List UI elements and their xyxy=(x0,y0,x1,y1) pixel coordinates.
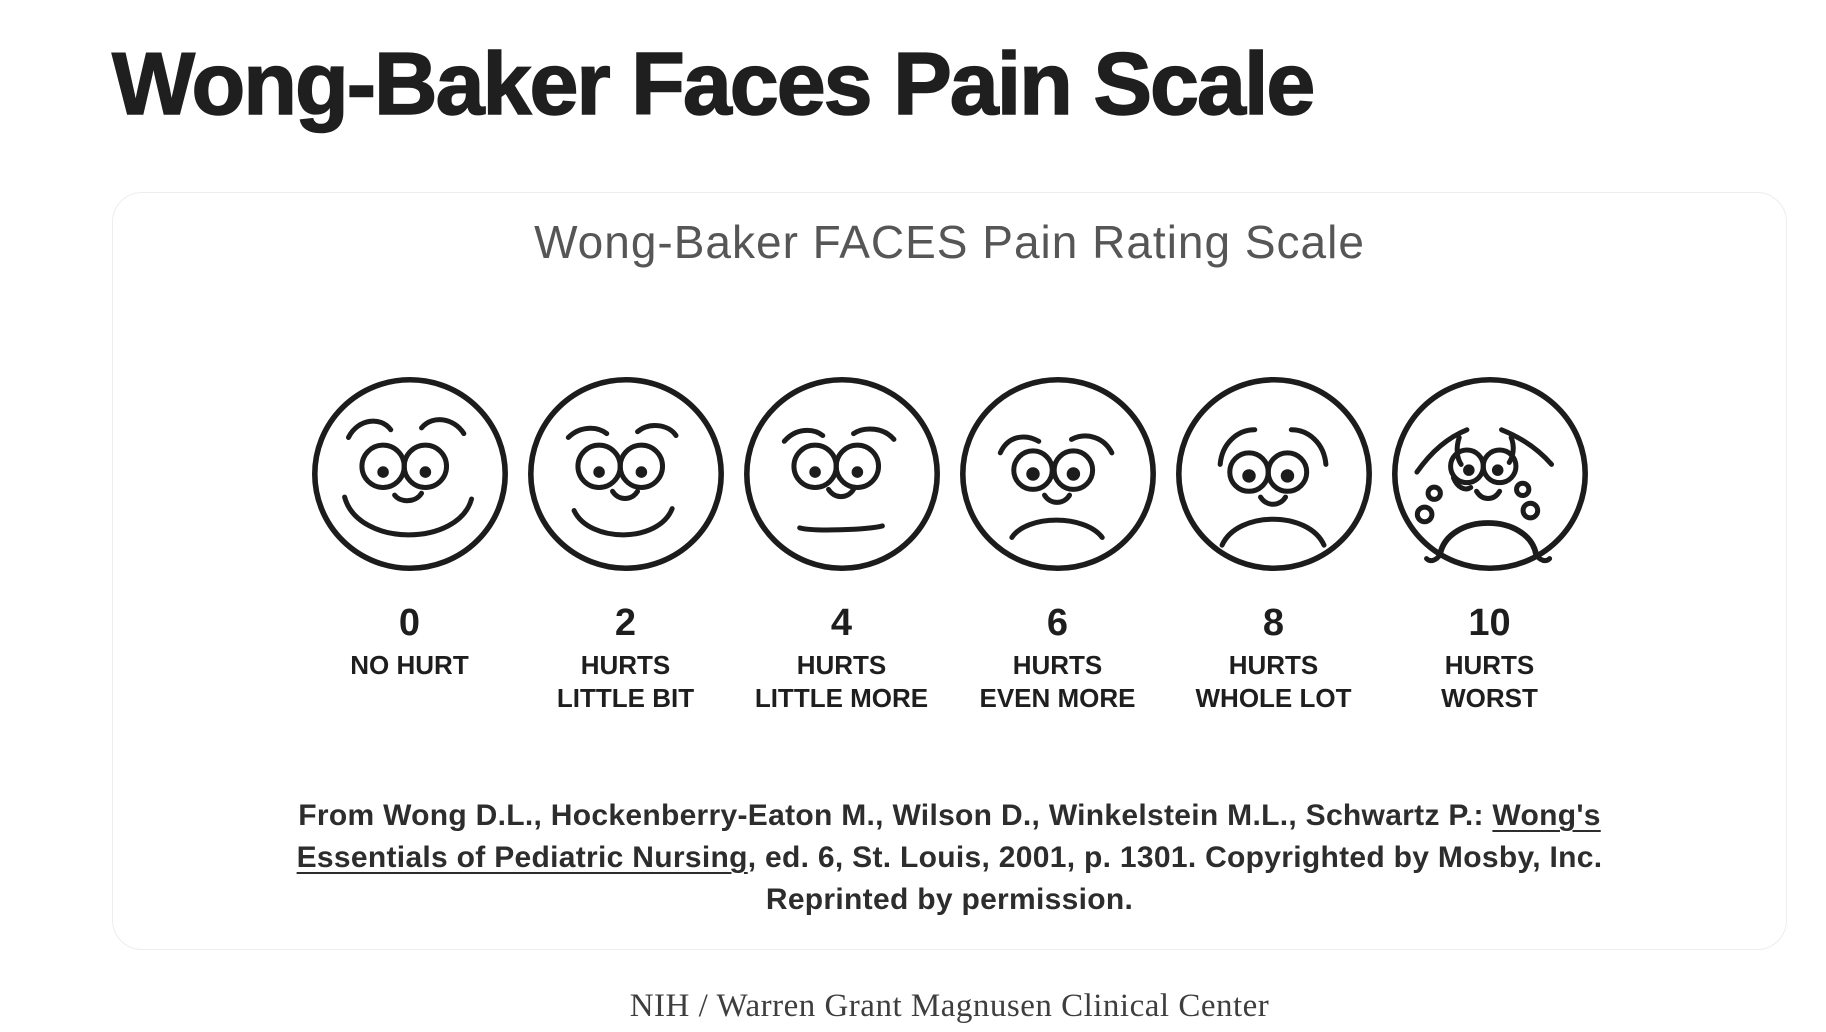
pain-label: HURTS EVEN MORE xyxy=(979,649,1135,715)
pain-score: 4 xyxy=(830,602,853,644)
page-title: Wong-Baker Faces Pain Scale xyxy=(111,34,1316,133)
face-no-hurt-icon xyxy=(311,376,508,572)
pain-label: NO HURT xyxy=(350,649,468,682)
pain-score: 6 xyxy=(1046,602,1069,644)
pain-level-10: 10 HURTS WORST xyxy=(1382,374,1598,715)
pain-score: 2 xyxy=(614,602,637,644)
citation-permission: Reprinted by permission. xyxy=(765,883,1134,916)
pain-label-line2: WORST xyxy=(1441,683,1538,713)
pain-label-line1: HURTS xyxy=(580,650,671,680)
pain-label-line2: LITTLE MORE xyxy=(754,683,929,713)
pain-label-line2: EVEN MORE xyxy=(979,683,1136,713)
scale-heading: Wong-Baker FACES Pain Rating Scale xyxy=(534,216,1365,268)
pain-label: HURTS WHOLE LOT xyxy=(1196,649,1352,715)
pain-score: 10 xyxy=(1468,602,1511,644)
face-hurts-whole-lot-icon xyxy=(1175,376,1372,572)
citation: From Wong D.L., Hockenberry-Eaton M., Wi… xyxy=(133,795,1766,921)
citation-book-title-part2: Essentials of Pediatric Nursing xyxy=(296,841,748,874)
pain-label: HURTS LITTLE MORE xyxy=(755,649,928,715)
pain-label: HURTS LITTLE BIT xyxy=(557,649,694,715)
face-hurts-even-more-icon xyxy=(959,376,1156,572)
pain-scale-card: Wong-Baker FACES Pain Rating Scale 0 NO … xyxy=(112,192,1787,950)
pain-label-line1: HURTS xyxy=(1444,650,1535,680)
pain-label-line1: HURTS xyxy=(796,650,887,680)
face-hurts-little-bit-icon xyxy=(527,376,724,572)
pain-level-6: 6 HURTS EVEN MORE xyxy=(950,374,1166,715)
credit-line: NIH / Warren Grant Magnusen Clinical Cen… xyxy=(629,988,1270,1024)
pain-level-8: 8 HURTS WHOLE LOT xyxy=(1166,374,1382,715)
pain-level-4: 4 HURTS LITTLE MORE xyxy=(734,374,950,715)
pain-label-line2: LITTLE BIT xyxy=(556,683,695,713)
pain-level-0: 0 NO HURT xyxy=(302,374,518,715)
face-hurts-worst-icon xyxy=(1391,376,1588,572)
citation-edition: , ed. 6, St. Louis, 2001, p. 1301. Copyr… xyxy=(747,841,1603,874)
pain-label-line1: HURTS xyxy=(1228,650,1319,680)
face-hurts-little-more-icon xyxy=(743,376,940,572)
pain-label: HURTS WORST xyxy=(1441,649,1538,715)
faces-row: 0 NO HURT 2 HURTS LITTLE BIT xyxy=(113,374,1786,715)
pain-score: 8 xyxy=(1262,602,1285,644)
citation-authors: From Wong D.L., Hockenberry-Eaton M., Wi… xyxy=(298,799,1493,832)
pain-label-line2: WHOLE LOT xyxy=(1195,683,1352,713)
pain-level-2: 2 HURTS LITTLE BIT xyxy=(518,374,734,715)
pain-label-line1: NO HURT xyxy=(350,650,469,680)
pain-score: 0 xyxy=(398,602,421,644)
pain-label-line1: HURTS xyxy=(1012,650,1103,680)
citation-book-title-part1: Wong's xyxy=(1492,799,1601,832)
